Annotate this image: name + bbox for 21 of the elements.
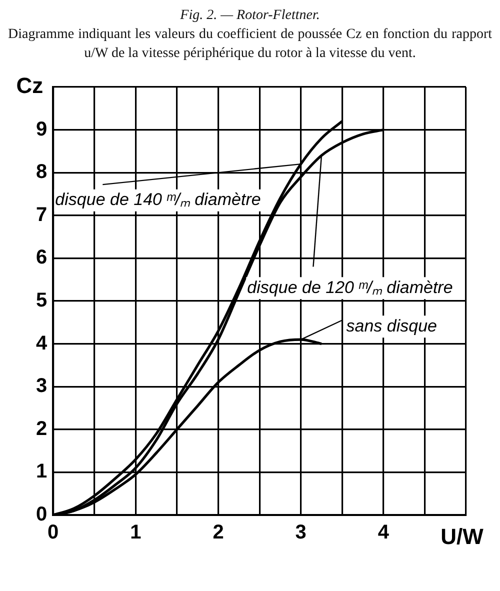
y-tick-label: 1 [36, 460, 48, 483]
x-tick-label: 3 [295, 522, 306, 544]
series-label: disque de 140 ᵐ/ₘ diamètre [55, 190, 261, 210]
y-tick-label: 2 [36, 418, 48, 440]
x-tick-label: 4 [378, 522, 390, 544]
y-tick-label: 9 [36, 118, 48, 140]
series-label: disque de 120 ᵐ/ₘ diamètre [247, 278, 453, 297]
y-tick-label: 4 [36, 332, 48, 354]
chart-subtitle: Diagramme indiquant les valeurs du coefficient de poussée Cz en fonction du rapport u/W de la vitesse périphérique du rotor à la vitesse du vent. [8, 26, 492, 63]
y-tick-label: 7 [36, 204, 48, 226]
y-tick-label: 3 [36, 375, 48, 398]
y-tick-label: 6 [36, 246, 48, 269]
chart-title: Fig. 2. — Rotor-Flettner. [179, 8, 321, 24]
legend-label: sans disque [346, 316, 437, 336]
y-tick-label: 5 [36, 290, 48, 312]
y-axis-title: Cz [16, 73, 44, 98]
x-axis-title: U/W [440, 524, 484, 550]
x-tick-label: 2 [212, 522, 224, 544]
y-tick-label: 0 [36, 504, 48, 526]
y-tick-label: 8 [36, 161, 48, 184]
x-tick-label: 1 [130, 522, 142, 544]
